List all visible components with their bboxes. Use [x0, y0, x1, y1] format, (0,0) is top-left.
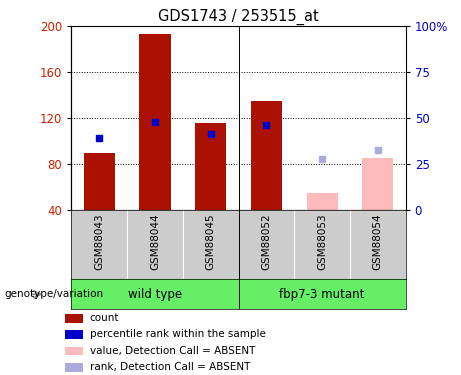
Text: GSM88053: GSM88053	[317, 213, 327, 270]
Bar	[65, 314, 83, 322]
Bar	[84, 153, 115, 210]
Text: GSM88043: GSM88043	[95, 213, 104, 270]
Text: value, Detection Call = ABSENT: value, Detection Call = ABSENT	[89, 346, 255, 356]
Text: GSM88045: GSM88045	[206, 213, 216, 270]
Bar	[65, 330, 83, 339]
Bar	[307, 193, 338, 210]
Bar	[362, 158, 393, 210]
Text: rank, Detection Call = ABSENT: rank, Detection Call = ABSENT	[89, 362, 250, 372]
Text: genotype/variation: genotype/variation	[5, 290, 104, 299]
Text: percentile rank within the sample: percentile rank within the sample	[89, 329, 266, 339]
Bar	[139, 34, 171, 210]
Bar	[65, 347, 83, 355]
Text: wild type: wild type	[128, 288, 182, 301]
Bar	[65, 363, 83, 372]
Bar	[195, 123, 226, 210]
Text: GSM88044: GSM88044	[150, 213, 160, 270]
Title: GDS1743 / 253515_at: GDS1743 / 253515_at	[158, 9, 319, 25]
Bar	[251, 101, 282, 210]
Text: GSM88054: GSM88054	[373, 213, 383, 270]
Text: GSM88052: GSM88052	[261, 213, 272, 270]
Text: fbp7-3 mutant: fbp7-3 mutant	[279, 288, 365, 301]
Text: count: count	[89, 313, 119, 323]
